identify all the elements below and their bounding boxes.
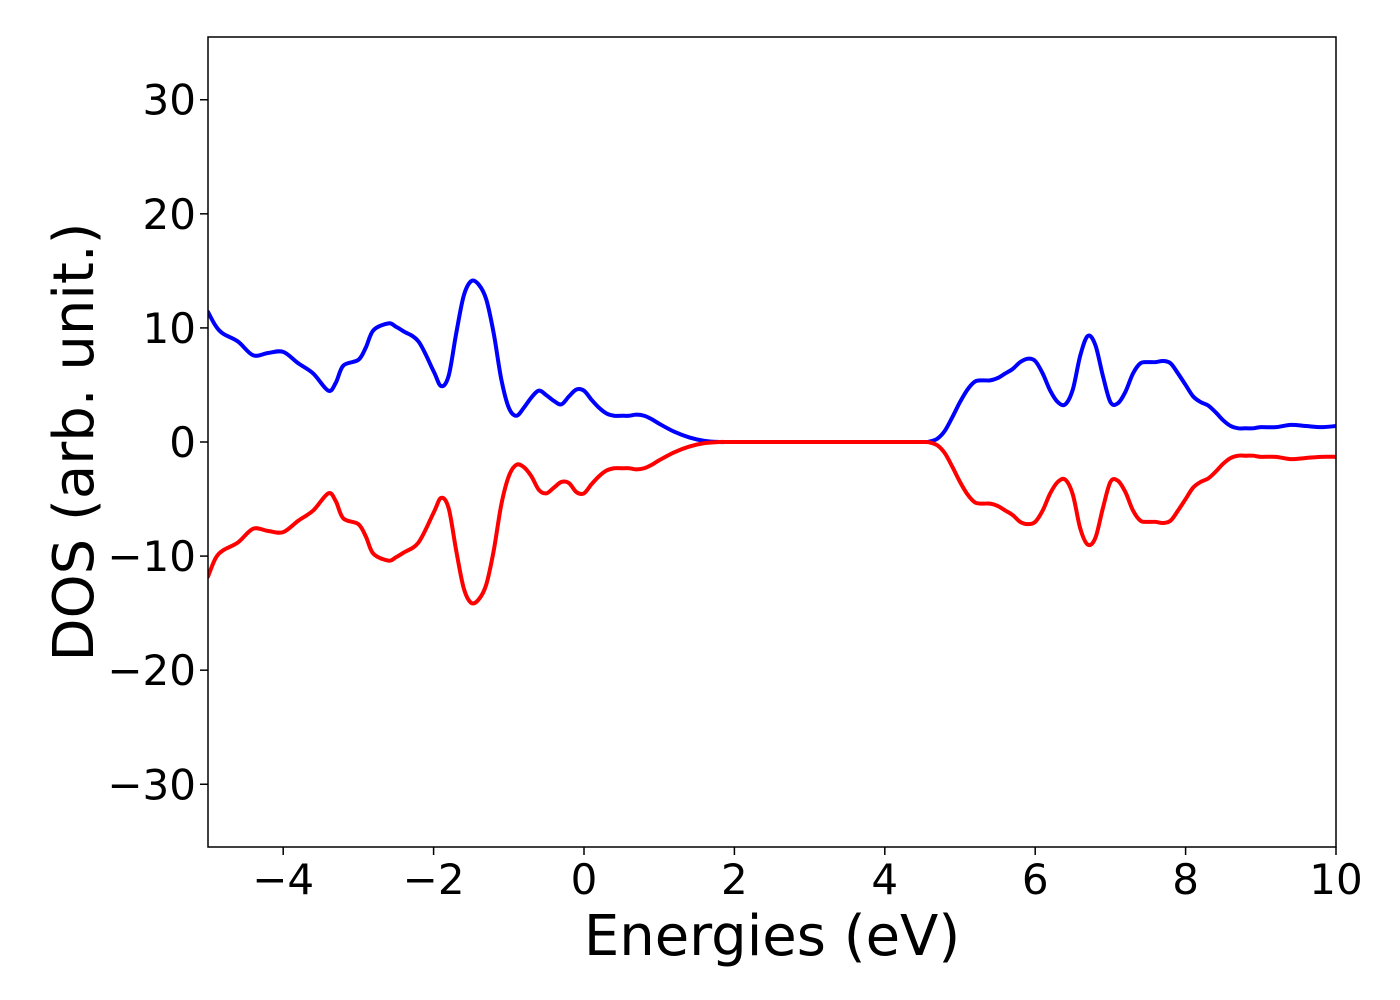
x-tick-label: 6	[1022, 855, 1049, 904]
y-tick-label: 10	[143, 304, 196, 353]
y-tick-label: −20	[107, 646, 196, 695]
x-axis-label: Energies (eV)	[584, 904, 960, 969]
x-tick-label: 8	[1172, 855, 1199, 904]
x-tick-label: 10	[1309, 855, 1362, 904]
y-axis: −30 −20 −10 0 10 20 30	[107, 76, 208, 809]
y-tick-label: 20	[143, 190, 196, 239]
x-tick-label: 0	[571, 855, 598, 904]
series-layer	[208, 278, 1336, 606]
x-tick-label: 2	[721, 855, 748, 904]
x-tick-label: −2	[403, 855, 465, 904]
y-axis-label: DOS (arb. unit.)	[42, 222, 107, 661]
x-tick-label: 4	[871, 855, 898, 904]
x-tick-label: −4	[252, 855, 314, 904]
y-tick-label: −10	[107, 532, 196, 581]
y-tick-label: −30	[107, 760, 196, 809]
x-axis: −4 −2 0 2 4 6 8 10	[252, 847, 1363, 904]
dos-line-negative	[208, 439, 1336, 606]
y-tick-label: 0	[169, 418, 196, 467]
y-tick-label: 30	[143, 76, 196, 125]
